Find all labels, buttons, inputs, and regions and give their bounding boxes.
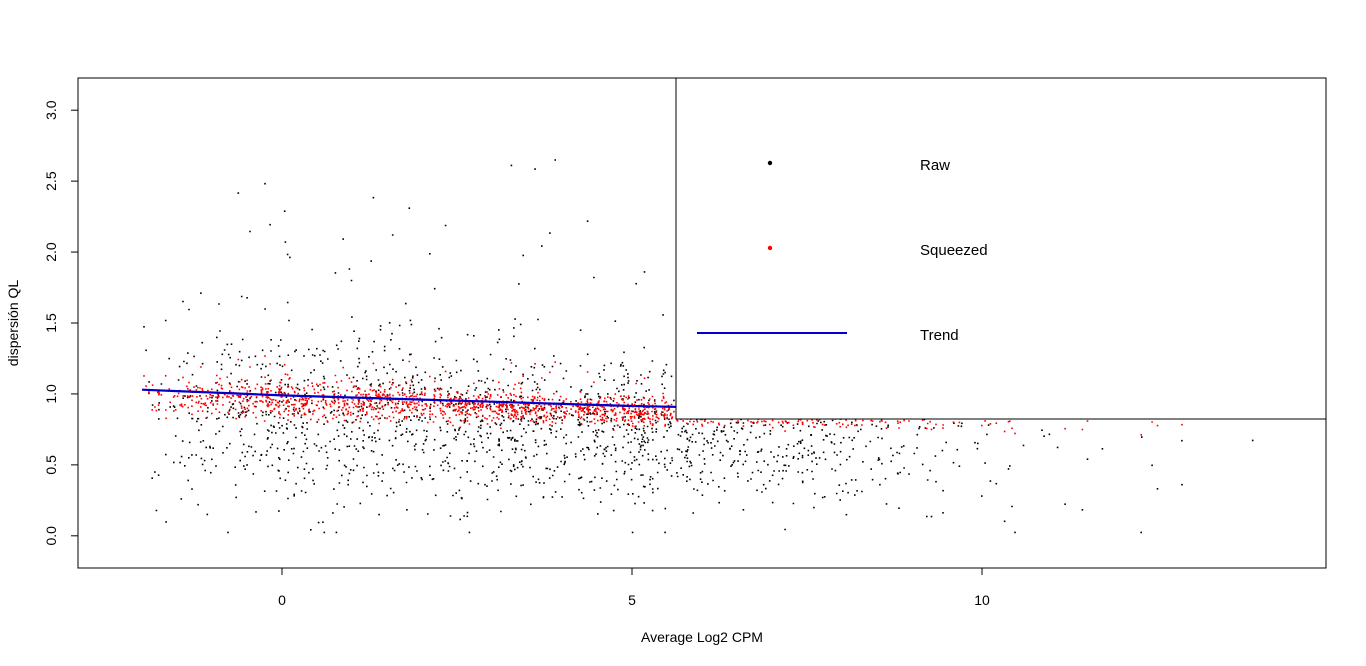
y-tick-label: 0.0 [43, 526, 59, 546]
y-axis-label: dispersión QL [5, 280, 21, 367]
legend-squeezed-symbol [767, 245, 773, 251]
y-tick-label: 2.0 [43, 242, 59, 262]
legend-trend-label: Trend [920, 327, 959, 344]
y-tick-label: 1.5 [43, 313, 59, 333]
legend-raw-label: Raw [920, 157, 950, 174]
x-axis-label: Average Log2 CPM [641, 629, 763, 645]
y-tick-label: 3.0 [43, 100, 59, 120]
squeezed-points [143, 355, 1254, 436]
legend-raw-symbol [767, 160, 773, 166]
legend-squeezed-label: Squeezed [920, 242, 988, 259]
x-tick-label: 0 [278, 592, 286, 608]
axes: 0 5 10 0.0 0.5 1.0 1.5 2.0 2.5 3.0 [43, 100, 990, 608]
x-tick-label: 10 [974, 592, 990, 608]
squeezed-points-layer [143, 355, 1254, 436]
y-tick-label: 1.0 [43, 384, 59, 404]
y-tick-label: 2.5 [43, 171, 59, 191]
x-tick-label: 5 [628, 592, 636, 608]
y-tick-label: 0.5 [43, 455, 59, 475]
legend-box [675, 77, 1327, 420]
